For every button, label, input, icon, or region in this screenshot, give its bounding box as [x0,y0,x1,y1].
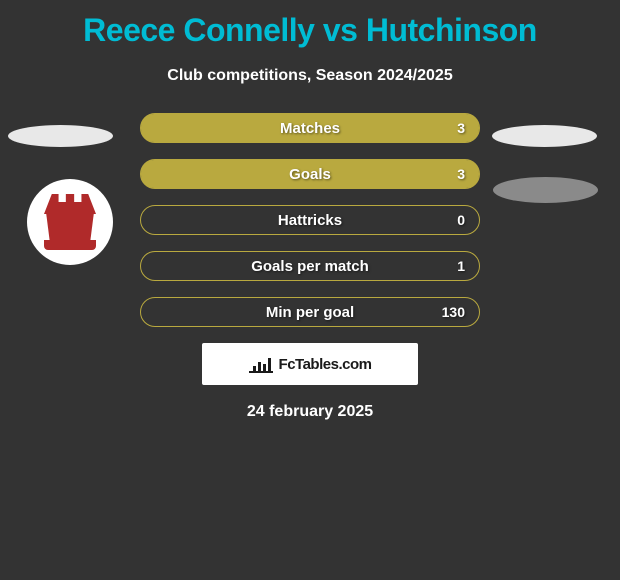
stat-row-hattricks: Hattricks 0 [140,205,480,235]
stat-value: 3 [457,166,465,182]
footer-brand-badge[interactable]: FcTables.com [202,343,418,385]
stat-label: Hattricks [278,212,342,229]
stat-row-goals: Goals 3 [140,159,480,189]
stat-value: 0 [457,212,465,228]
date-text: 24 february 2025 [0,403,620,421]
stat-value: 3 [457,120,465,136]
page-title: Reece Connelly vs Hutchinson [0,0,620,49]
footer-brand-text: FcTables.com [279,356,372,373]
stat-label: Goals [289,166,331,183]
stats-container: Matches 3 Goals 3 Hattricks 0 Goals per … [0,113,620,327]
stat-row-matches: Matches 3 [140,113,480,143]
page-subtitle: Club competitions, Season 2024/2025 [0,67,620,85]
stat-value: 130 [442,304,465,320]
stat-row-goals-per-match: Goals per match 1 [140,251,480,281]
stat-label: Min per goal [266,304,354,321]
stat-value: 1 [457,258,465,274]
bar-chart-icon [249,355,273,373]
stat-label: Goals per match [251,258,369,275]
stat-label: Matches [280,120,340,137]
stat-row-min-per-goal: Min per goal 130 [140,297,480,327]
